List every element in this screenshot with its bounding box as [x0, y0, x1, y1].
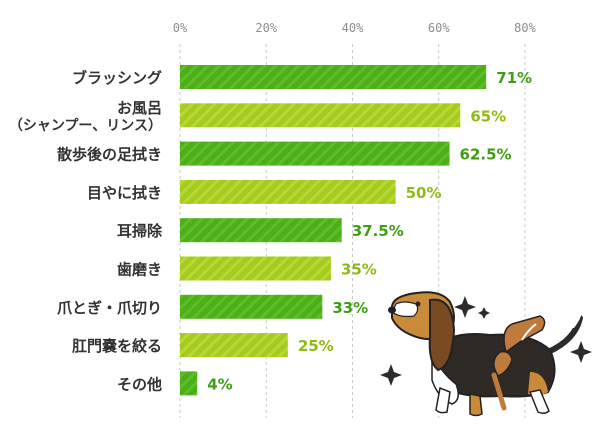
- bar: [180, 371, 198, 396]
- category-label: お風呂: [117, 99, 162, 117]
- category-label: 歯磨き: [117, 261, 162, 279]
- bar: [180, 179, 396, 204]
- category-label: ブラッシング: [72, 69, 162, 87]
- x-tick-label: 80%: [514, 21, 536, 35]
- dog-icon: [388, 291, 583, 417]
- bar: [180, 103, 461, 128]
- bar: [180, 141, 450, 166]
- data-label: 33%: [332, 299, 368, 317]
- data-label: 25%: [298, 337, 334, 355]
- category-label: 肛門嚢を絞る: [72, 337, 162, 355]
- category-label: 爪とぎ・爪切り: [57, 299, 162, 317]
- category-label: 目やに拭き: [87, 184, 162, 202]
- data-label: 37.5%: [352, 222, 404, 240]
- bars: [180, 65, 487, 396]
- data-label: 71%: [496, 69, 532, 87]
- data-label: 50%: [406, 184, 442, 202]
- data-label: 4%: [207, 375, 232, 393]
- bar: [180, 294, 323, 319]
- bar: [180, 256, 331, 281]
- sparkle-icon: [380, 296, 592, 386]
- x-tick-label: 0%: [173, 21, 188, 35]
- category-label: 散歩後の足拭き: [57, 146, 162, 164]
- value-labels: 71% 65% 62.5% 50% 37.5% 35% 33% 25% 4%: [207, 69, 532, 393]
- bar: [180, 333, 288, 358]
- data-label: 35%: [341, 261, 377, 279]
- bar: [180, 65, 487, 89]
- bar: [180, 218, 342, 243]
- x-tick-label: 60%: [428, 21, 450, 35]
- category-label: 耳掃除: [117, 222, 163, 240]
- category-label: （シャンプー、リンス）: [9, 118, 162, 134]
- x-axis-ticks: 0% 20% 40% 60% 80%: [173, 21, 537, 35]
- x-tick-label: 20%: [255, 21, 277, 35]
- data-label: 65%: [470, 107, 506, 125]
- brush-icon: [491, 315, 546, 411]
- x-tick-label: 40%: [342, 21, 364, 35]
- category-label: その他: [117, 375, 162, 393]
- data-label: 62.5%: [460, 146, 512, 164]
